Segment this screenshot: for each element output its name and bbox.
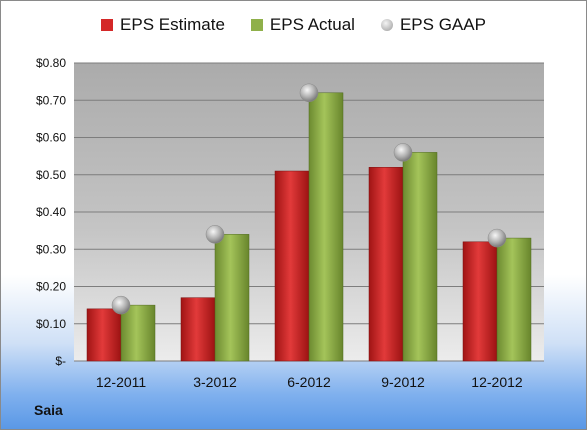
marker-eps-gaap	[393, 143, 413, 162]
legend-item-eps-estimate: EPS Estimate	[101, 15, 225, 35]
legend-label-eps-gaap: EPS GAAP	[399, 15, 486, 34]
y-tick-label: $0.70	[36, 93, 66, 107]
legend-item-eps-gaap: EPS GAAP	[380, 15, 486, 35]
x-tick-labels: 12-2011 3-2012 6-2012 9-2012 12-2012	[96, 374, 523, 390]
y-tick-label: $0.10	[36, 317, 66, 331]
bar-eps-actual	[308, 92, 344, 362]
y-tick-label: $0.60	[36, 131, 66, 145]
y-tick-label: $-	[55, 354, 66, 368]
legend-swatch-eps-gaap	[380, 19, 393, 31]
legend-label-eps-actual: EPS Actual	[269, 15, 355, 34]
x-tick-label: 9-2012	[381, 374, 425, 390]
marker-eps-gaap	[487, 228, 507, 248]
legend: EPS Estimate EPS Actual EPS GAAP	[1, 15, 586, 35]
marker-eps-gaap	[205, 225, 225, 244]
bar-eps-estimate	[462, 241, 498, 362]
bars	[86, 92, 532, 362]
x-tick-label: 12-2012	[471, 374, 523, 390]
legend-label-eps-estimate: EPS Estimate	[120, 15, 225, 34]
y-tick-label: $0.30	[36, 242, 66, 256]
legend-item-eps-actual: EPS Actual	[250, 15, 355, 35]
legend-swatch-eps-estimate	[101, 19, 114, 31]
x-tick-label: 12-2011	[96, 374, 147, 390]
company-label: Saia	[34, 402, 63, 418]
x-tick-label: 6-2012	[287, 374, 331, 390]
bar-eps-estimate	[180, 297, 216, 362]
x-tick-label: 3-2012	[193, 374, 237, 390]
bar-eps-actual	[214, 234, 250, 362]
y-tick-labels: $- $0.10 $0.20 $0.30 $0.40 $0.50 $0.60 $0.70 $0.…	[36, 56, 66, 368]
gaap-markers	[111, 83, 507, 315]
bar-eps-actual	[496, 237, 532, 362]
y-tick-label: $0.80	[36, 56, 66, 70]
bar-eps-estimate	[86, 308, 122, 362]
bar-eps-estimate	[368, 167, 404, 362]
bar-eps-actual	[402, 152, 438, 362]
marker-eps-gaap	[111, 295, 131, 315]
y-tick-label: $0.20	[36, 280, 66, 294]
bar-eps-actual	[120, 304, 156, 362]
y-tick-label: $0.50	[36, 168, 66, 182]
legend-swatch-eps-actual	[250, 19, 263, 31]
y-tick-label: $0.40	[36, 205, 66, 219]
bar-eps-estimate	[274, 170, 310, 362]
marker-eps-gaap	[299, 83, 319, 103]
